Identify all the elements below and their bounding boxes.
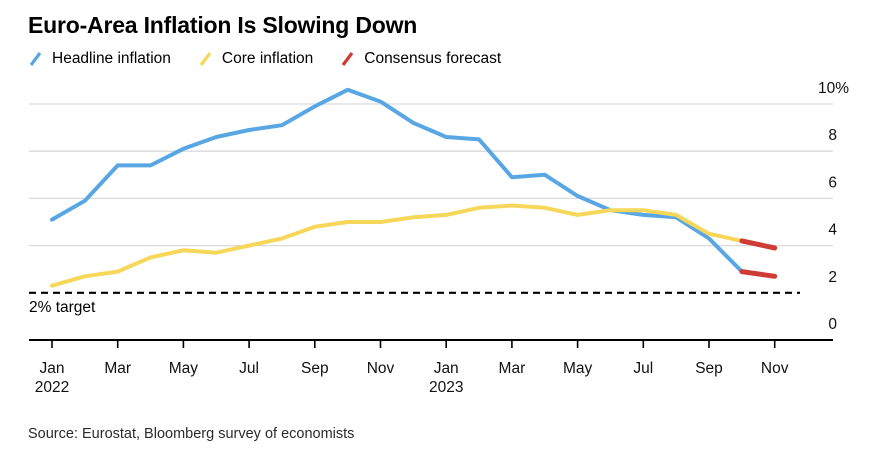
x-tick-label: Jul <box>239 360 259 377</box>
source-note: Source: Eurostat, Bloomberg survey of ec… <box>28 426 355 442</box>
core-slash-icon <box>199 52 212 66</box>
y-tick-label: 10% <box>818 80 849 97</box>
series-line <box>739 269 778 279</box>
x-tick-label: Mar <box>104 360 131 377</box>
target-line-label: 2% target <box>29 299 96 316</box>
series-line <box>50 203 744 288</box>
chart-title: Euro-Area Inflation Is Slowing Down <box>28 12 418 38</box>
legend-label: Headline inflation <box>52 50 171 67</box>
legend-item-core-inflation: Core inflation <box>198 50 313 68</box>
x-tick-label: Sep <box>301 360 329 377</box>
x-tick-label: Jul <box>633 360 653 377</box>
series-line <box>739 238 778 251</box>
x-tick-label: May <box>563 360 593 377</box>
legend-label: Consensus forecast <box>364 50 502 67</box>
x-tick-year-label: 2022 <box>35 379 69 396</box>
y-tick-label: 8 <box>828 127 837 144</box>
y-tick-label: 2 <box>828 269 837 286</box>
x-tick-year-label: 2023 <box>429 379 463 396</box>
series-line <box>50 87 744 274</box>
y-tick-label: 4 <box>828 222 837 239</box>
legend-label: Core inflation <box>221 50 314 67</box>
legend-item-consensus-forecast: Consensus forecast <box>340 50 501 68</box>
x-tick-label: May <box>169 360 199 377</box>
x-tick-label: Jan <box>434 360 459 377</box>
x-tick-label: Mar <box>499 360 526 377</box>
legend-item-headline-inflation: Headline inflation <box>28 50 171 68</box>
y-tick-label: 6 <box>828 174 837 191</box>
headline-slash-icon <box>29 52 42 66</box>
chart-legend: Headline inflation Core inflation Consen… <box>28 50 501 68</box>
forecast-slash-icon <box>341 52 354 66</box>
x-tick-label: Nov <box>367 360 395 377</box>
x-tick-label: Sep <box>695 360 723 377</box>
x-tick-label: Nov <box>761 360 789 377</box>
x-tick-label: Jan <box>40 360 65 377</box>
y-tick-label: 0 <box>828 316 837 333</box>
